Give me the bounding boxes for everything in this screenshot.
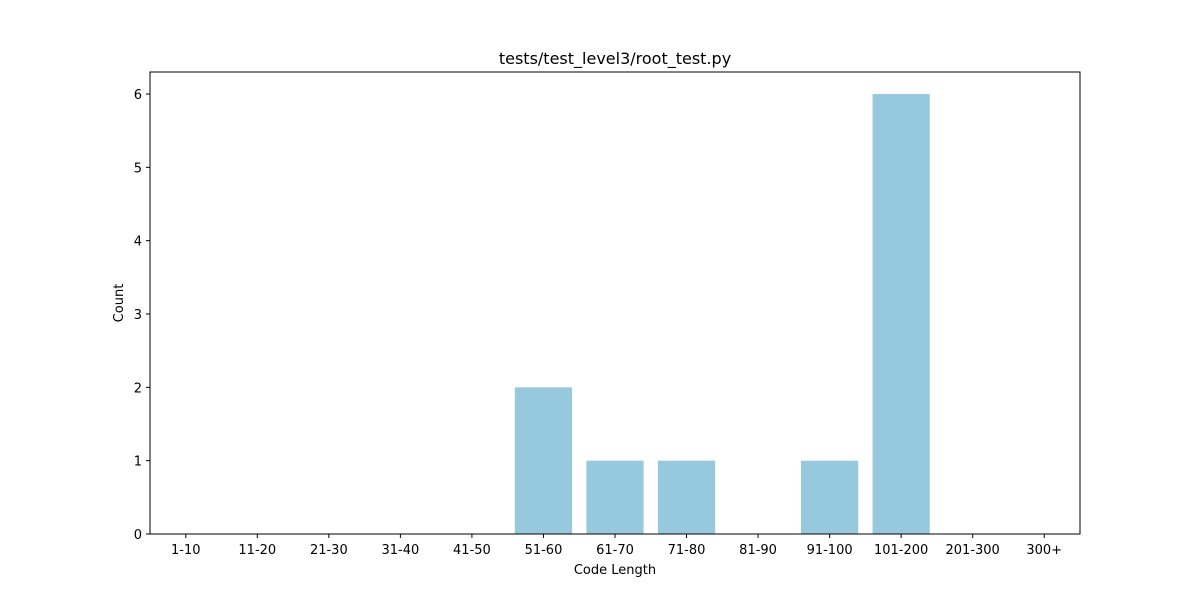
x-tick-label: 21-30 [310,543,348,558]
y-tick-label: 1 [134,455,142,470]
x-tick-label: 91-100 [807,543,853,558]
x-tick-label: 300+ [1026,543,1062,558]
y-axis-ticks: 0 1 2 3 4 5 6 [134,88,150,543]
x-tick-label: 201-300 [946,543,1000,558]
bar-101-200 [872,94,930,534]
bar-71-80 [657,460,716,534]
x-tick-label: 1-10 [171,543,201,558]
x-tick-label: 101-200 [874,543,928,558]
x-tick-label: 61-70 [596,543,634,558]
y-tick-label: 6 [134,88,142,103]
chart-title: tests/test_level3/root_test.py [499,49,731,69]
y-tick-label: 3 [134,308,142,323]
x-tick-label: 11-20 [238,543,276,558]
x-tick-label: 51-60 [525,543,563,558]
bar-91-100 [801,460,859,534]
x-tick-label: 81-90 [739,543,777,558]
x-axis-label: Code Length [574,563,656,578]
x-tick-label: 71-80 [668,543,706,558]
y-tick-label: 0 [134,528,142,543]
x-tick-label: 31-40 [381,543,419,558]
bar-61-70 [586,460,644,534]
y-axis-label: Count [112,284,127,323]
bar-51-60 [514,387,573,534]
x-axis-ticks: 1-10 11-20 21-30 31-40 41-50 51-60 61-70 71-80 8… [171,534,1062,558]
x-tick-label: 41-50 [453,543,491,558]
y-tick-label: 4 [134,235,142,250]
y-tick-label: 2 [134,381,142,396]
y-tick-label: 5 [134,161,142,176]
bars-group [514,94,930,534]
